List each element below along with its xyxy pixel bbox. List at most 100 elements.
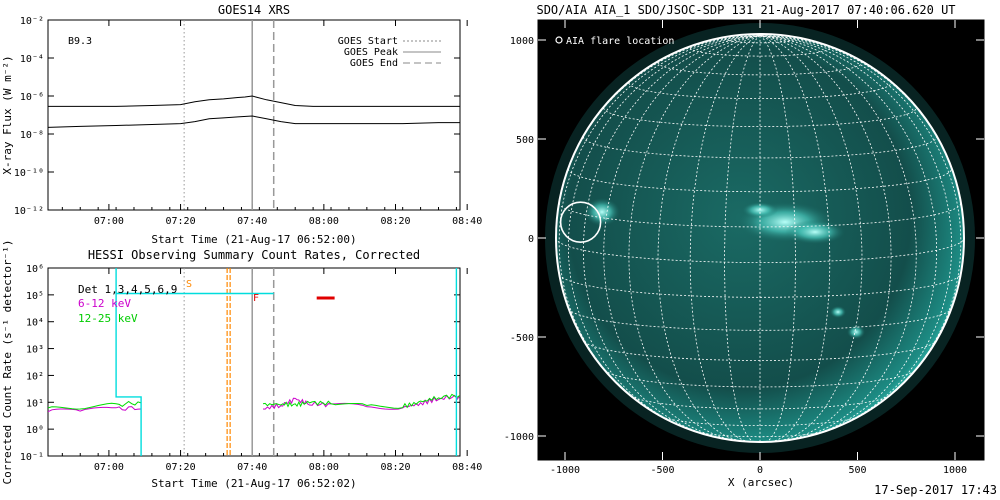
hessi-series [48, 268, 460, 456]
goes-legend: GOES Start GOES Peak GOES End [338, 36, 441, 69]
latitude-line [628, 82, 892, 99]
flare-legend-text: AIA flare location [566, 36, 674, 47]
goes-series [48, 95, 460, 128]
longitude-line [689, 35, 761, 442]
x-tick-label: 08:00 [309, 462, 339, 473]
y-tick-label: 10² [26, 371, 44, 382]
goes-title: GOES14 XRS [218, 3, 290, 17]
active-regions [584, 198, 865, 339]
aia-y-tick-label: -500 [510, 333, 534, 344]
y-tick-label: 10⁻¹⁰ [14, 168, 44, 179]
legend-goes-peak: GOES Peak [344, 47, 398, 58]
longitude-line [759, 35, 938, 438]
hessi-legend: Det 1,3,4,5,6,9 6-12 keV 12-25 keV [78, 283, 177, 325]
hessi-xlabel: Start Time (21-Aug-17 06:52:02) [151, 477, 356, 490]
longitude-line [567, 35, 761, 431]
y-tick-label: 10⁻² [20, 16, 44, 27]
series-6-12-kev [262, 394, 460, 410]
latitude-line [630, 395, 890, 410]
x-tick-label: 07:20 [166, 462, 196, 473]
hessi-y-axis: 10⁶ 10⁵ 10⁴ 10³ 10² 10¹ 10⁰ 10⁻¹ [20, 264, 460, 463]
aia-title: SDO/AIA AIA_1 SDO/JSOC-SDP 131 21-Aug-20… [536, 3, 955, 17]
x-tick-label: 07:40 [237, 216, 267, 227]
longitude-line [759, 35, 796, 442]
legend-goes-end: GOES End [350, 58, 398, 69]
series-12-25-kev [48, 400, 142, 410]
x-tick-label: 08:20 [380, 462, 410, 473]
x-tick-label: 08:40 [452, 462, 482, 473]
aia-panel: SDO/AIA AIA_1 SDO/JSOC-SDP 131 21-Aug-20… [504, 3, 997, 497]
legend-det: Det 1,3,4,5,6,9 [78, 283, 177, 296]
aia-x-axis: -1000 -500 0 500 1000 [550, 20, 967, 476]
s-flag-label: S [186, 279, 192, 290]
legend-goes-start: GOES Start [338, 36, 398, 47]
goes-frame [47, 19, 461, 211]
flare-location-circle [559, 201, 602, 243]
limb-bright-region [584, 198, 620, 226]
longitude-line [558, 35, 761, 405]
goes-panel: GOES14 XRS B9.3 10⁻²10⁻⁴10⁻⁶10⁻⁸10⁻¹⁰10⁻… [1, 3, 482, 246]
y-tick-label: 10⁻¹² [14, 206, 44, 217]
active-region-east [785, 220, 845, 244]
latitude-line [604, 369, 916, 388]
series-6-12-kev [48, 406, 142, 413]
x-tick-label: 08:20 [380, 216, 410, 227]
aia-x-tick-label: -500 [650, 465, 674, 476]
longitude-line [759, 35, 892, 442]
aia-y-tick-label: 500 [516, 135, 534, 146]
aia-y-tick-label: 1000 [510, 36, 534, 47]
y-tick-label: 10⁻⁸ [20, 130, 44, 141]
y-tick-label: 10⁵ [26, 291, 44, 302]
longitude-line [628, 35, 761, 442]
longitude-line [582, 35, 761, 438]
hessi-frame [47, 267, 461, 457]
hessi-time-markers [183, 268, 275, 456]
latitude-line [584, 341, 936, 361]
goes-x-axis: 07:00 07:20 07:40 08:00 08:20 08:40 [61, 20, 482, 227]
legend-12-25: 12-25 keV [78, 312, 138, 325]
hessi-x-axis: 07:00 07:20 07:40 08:00 08:20 08:40 [61, 268, 482, 473]
bright-point-1 [830, 306, 846, 318]
y-tick-label: 10⁻¹ [20, 452, 44, 463]
series-goes-long [48, 95, 460, 107]
hessi-panel: HESSI Observing Summary Count Rates, Cor… [1, 239, 482, 490]
goes-annotation: B9.3 [68, 36, 92, 47]
x-tick-label: 07:40 [237, 462, 267, 473]
y-tick-label: 10⁻⁶ [20, 92, 44, 103]
aia-x-tick-label: -1000 [550, 465, 580, 476]
aia-x-tick-label: 1000 [943, 465, 967, 476]
aia-y-tick-label: 0 [528, 234, 534, 245]
x-tick-label: 07:00 [94, 216, 124, 227]
aia-y-tick-label: -1000 [504, 432, 534, 443]
x-tick-label: 08:00 [309, 216, 339, 227]
goes-time-markers [183, 20, 275, 210]
latitude-line [582, 136, 938, 159]
longitude-line [724, 35, 761, 442]
longitude-line [759, 35, 831, 442]
sun-disk [545, 23, 975, 453]
aia-x-tick-label: 500 [848, 465, 866, 476]
aia-xlabel: X (arcsec) [728, 476, 794, 489]
y-tick-label: 10⁴ [26, 318, 44, 329]
goes-ylabel: X-ray Flux (W m⁻²) [1, 55, 14, 174]
latitude-line [559, 274, 961, 298]
y-tick-label: 10⁰ [26, 425, 44, 436]
aia-x-tick-label: 0 [757, 465, 763, 476]
y-tick-label: 10³ [26, 345, 44, 356]
series-goes-short [48, 115, 460, 128]
bright-point-2 [847, 325, 865, 339]
flare-legend-symbol [555, 36, 563, 44]
y-tick-label: 10⁻⁴ [20, 54, 44, 65]
goes-y-axis: 10⁻² 10⁻⁴ 10⁻⁶ 10⁻⁸ 10⁻¹⁰ 10⁻¹² [14, 16, 460, 217]
series-12-25-kev [262, 393, 460, 409]
longitude-line [759, 35, 953, 431]
x-tick-label: 07:20 [166, 216, 196, 227]
hessi-ylabel: Corrected Count Rate (s⁻¹ detector⁻¹) [1, 239, 14, 484]
longitude-line [759, 35, 962, 405]
solar-limb [555, 33, 965, 443]
longitude-line [759, 35, 863, 442]
goes-xlabel: Start Time (21-Aug-17 06:52:00) [151, 233, 356, 246]
y-tick-label: 10¹ [26, 398, 44, 409]
longitude-line [759, 35, 917, 440]
